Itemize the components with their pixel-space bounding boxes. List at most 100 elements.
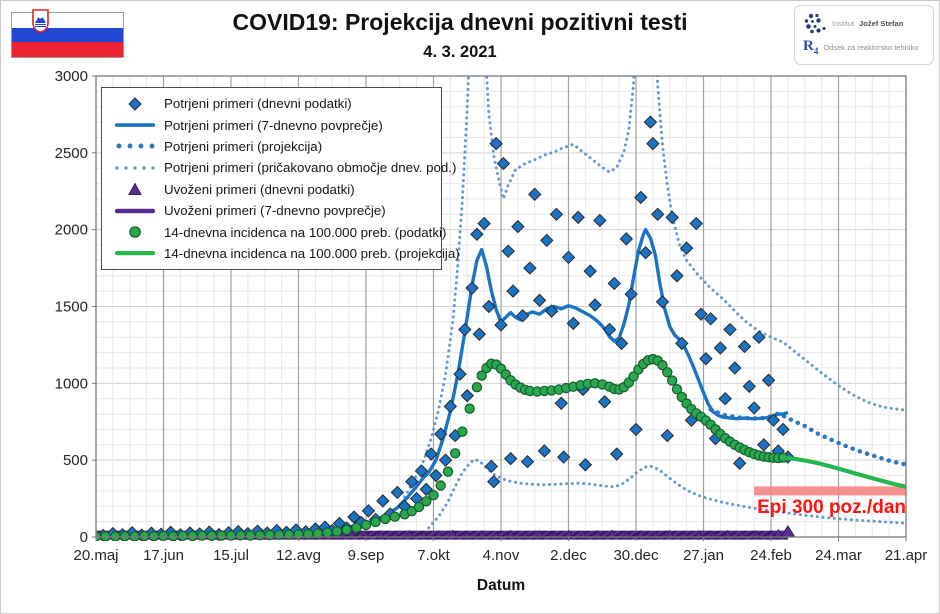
r4-logo-icon: R4 xyxy=(803,38,819,56)
incidence-marker xyxy=(274,529,285,541)
y-tick-label: 3000 xyxy=(55,68,88,85)
incidence-marker xyxy=(206,530,217,541)
incidence-marker xyxy=(370,516,381,528)
incidence-marker xyxy=(457,426,468,437)
x-tick-label: 4.nov xyxy=(483,547,520,564)
confirmed-daily-marker xyxy=(554,396,568,411)
incidence-marker xyxy=(380,513,391,525)
legend-symbol-circle xyxy=(106,225,164,239)
confirmed-daily-marker xyxy=(597,395,612,409)
confirmed-daily-marker xyxy=(429,468,443,483)
chart-title: COVID19: Projekcija dnevni pozitivni tes… xyxy=(232,9,688,35)
confirmed-daily-marker xyxy=(405,474,419,489)
x-tick-label: 15.jul xyxy=(213,547,249,564)
confirmed-daily-marker xyxy=(532,293,547,308)
confirmed-daily-marker xyxy=(699,352,713,366)
confirmed-daily-marker xyxy=(496,156,511,171)
incidence-marker xyxy=(177,530,188,541)
confirmed-daily-marker xyxy=(723,322,737,337)
incidence-marker xyxy=(657,360,668,371)
x-tick-label: 30.dec xyxy=(613,547,659,564)
confirmed-daily-marker xyxy=(470,227,484,241)
y-tick-label: 500 xyxy=(63,452,88,469)
legend-item: 14-dnevna incidenca na 100.000 preb. (po… xyxy=(106,221,446,242)
legend-label: Potrjeni primeri (7-dnevno povprečje) xyxy=(164,117,383,133)
incidence-marker xyxy=(351,522,362,534)
x-tick-label: 12.avg xyxy=(276,547,321,564)
chart-date: 4. 3. 2021 xyxy=(423,43,497,61)
confirmed-daily-marker xyxy=(434,427,448,441)
incidence-marker xyxy=(413,501,425,513)
confirmed-daily-marker xyxy=(732,456,747,470)
legend-item: Potrjeni primeri (7-dnevno povprečje) xyxy=(106,114,435,135)
legend-item: Potrjeni primeri (dnevni podatki) xyxy=(106,93,435,114)
confirmed-daily-marker xyxy=(544,304,559,318)
confirmed-daily-marker xyxy=(728,361,742,375)
incidence-marker xyxy=(167,530,179,541)
legend-label: Potrjeni primeri (dnevni podatki) xyxy=(164,96,352,112)
confirmed-daily-marker xyxy=(414,464,429,478)
confirmed-daily-marker xyxy=(602,322,617,337)
legend-label: Potrjeni primeri (pričakovano območje dn… xyxy=(164,160,457,176)
legend-symbol-diamond xyxy=(106,96,164,111)
confirmed-daily-marker xyxy=(718,391,732,406)
x-tick-label: 27.jan xyxy=(683,547,724,564)
confirmed-daily-marker xyxy=(578,458,593,472)
confirmed-daily-marker xyxy=(660,428,675,443)
legend-label: Uvoženi primeri (dnevni podatki) xyxy=(164,181,355,197)
x-tick-label: 24.mar xyxy=(815,547,862,564)
incidence-marker xyxy=(245,530,256,541)
incidence-marker xyxy=(471,382,483,393)
legend-symbol-dots-big xyxy=(106,139,164,153)
imported-daily-marker xyxy=(375,530,386,539)
confirmed-daily-marker xyxy=(593,213,607,228)
epi-threshold-label: Epi 300 poz./dan xyxy=(757,497,906,518)
legend-symbol-triangle xyxy=(106,182,164,196)
confirmed-daily-marker xyxy=(438,453,453,467)
confirmed-daily-marker xyxy=(549,207,564,222)
confirmed-daily-marker xyxy=(742,379,757,394)
confirmed-daily-marker xyxy=(503,451,518,466)
confirmed-daily-marker xyxy=(619,232,634,246)
flag-coat-of-arms-icon xyxy=(32,9,49,33)
x-tick-label: 21.apr xyxy=(885,547,928,564)
x-tick-label: 9.sep xyxy=(348,547,385,564)
confirmed-daily-marker xyxy=(747,401,761,415)
confirmed-daily-marker xyxy=(511,219,525,234)
incidence-marker xyxy=(435,480,446,491)
confirmed-daily-marker xyxy=(528,187,542,202)
incidence-marker xyxy=(389,511,401,522)
incidence-marker xyxy=(450,448,461,459)
x-tick-label: 7.okt xyxy=(417,547,450,564)
plot-area xyxy=(96,76,906,541)
y-tick-label: 1500 xyxy=(55,299,88,316)
confirmed-daily-marker xyxy=(515,309,530,323)
incidence-marker xyxy=(671,384,683,395)
incidence-marker xyxy=(322,527,333,538)
department-name: Odsek za reaktorsko tehniko xyxy=(823,43,919,52)
y-tick-label: 2000 xyxy=(55,222,88,239)
confirmed-daily-marker xyxy=(523,261,537,275)
confirmed-daily-marker xyxy=(453,367,467,381)
confirmed-daily-marker xyxy=(537,444,552,458)
legend-symbol-dots-small xyxy=(106,161,164,175)
confirmed-daily-marker xyxy=(614,336,629,351)
legend-item: Uvoženi primeri (7-dnevno povprečje) xyxy=(106,200,435,221)
legend-item: Potrjeni primeri (projekcija) xyxy=(106,136,435,157)
confirmed-daily-marker xyxy=(465,281,479,295)
confirmed-daily-marker xyxy=(650,207,665,222)
incidence-marker xyxy=(216,530,227,541)
confirmed-daily-marker xyxy=(675,336,689,351)
imported-daily-marker xyxy=(433,530,444,539)
confirmed-daily-marker xyxy=(752,330,766,344)
flag-slovenia xyxy=(11,9,124,58)
confirmed-daily-marker xyxy=(506,284,520,298)
confirmed-daily-marker xyxy=(704,312,718,326)
confirmed-daily-marker xyxy=(556,450,571,464)
incidence-marker xyxy=(254,530,266,541)
incidence-marker xyxy=(428,490,439,501)
confirmed-daily-marker xyxy=(670,269,684,283)
incidence-marker xyxy=(464,403,475,414)
